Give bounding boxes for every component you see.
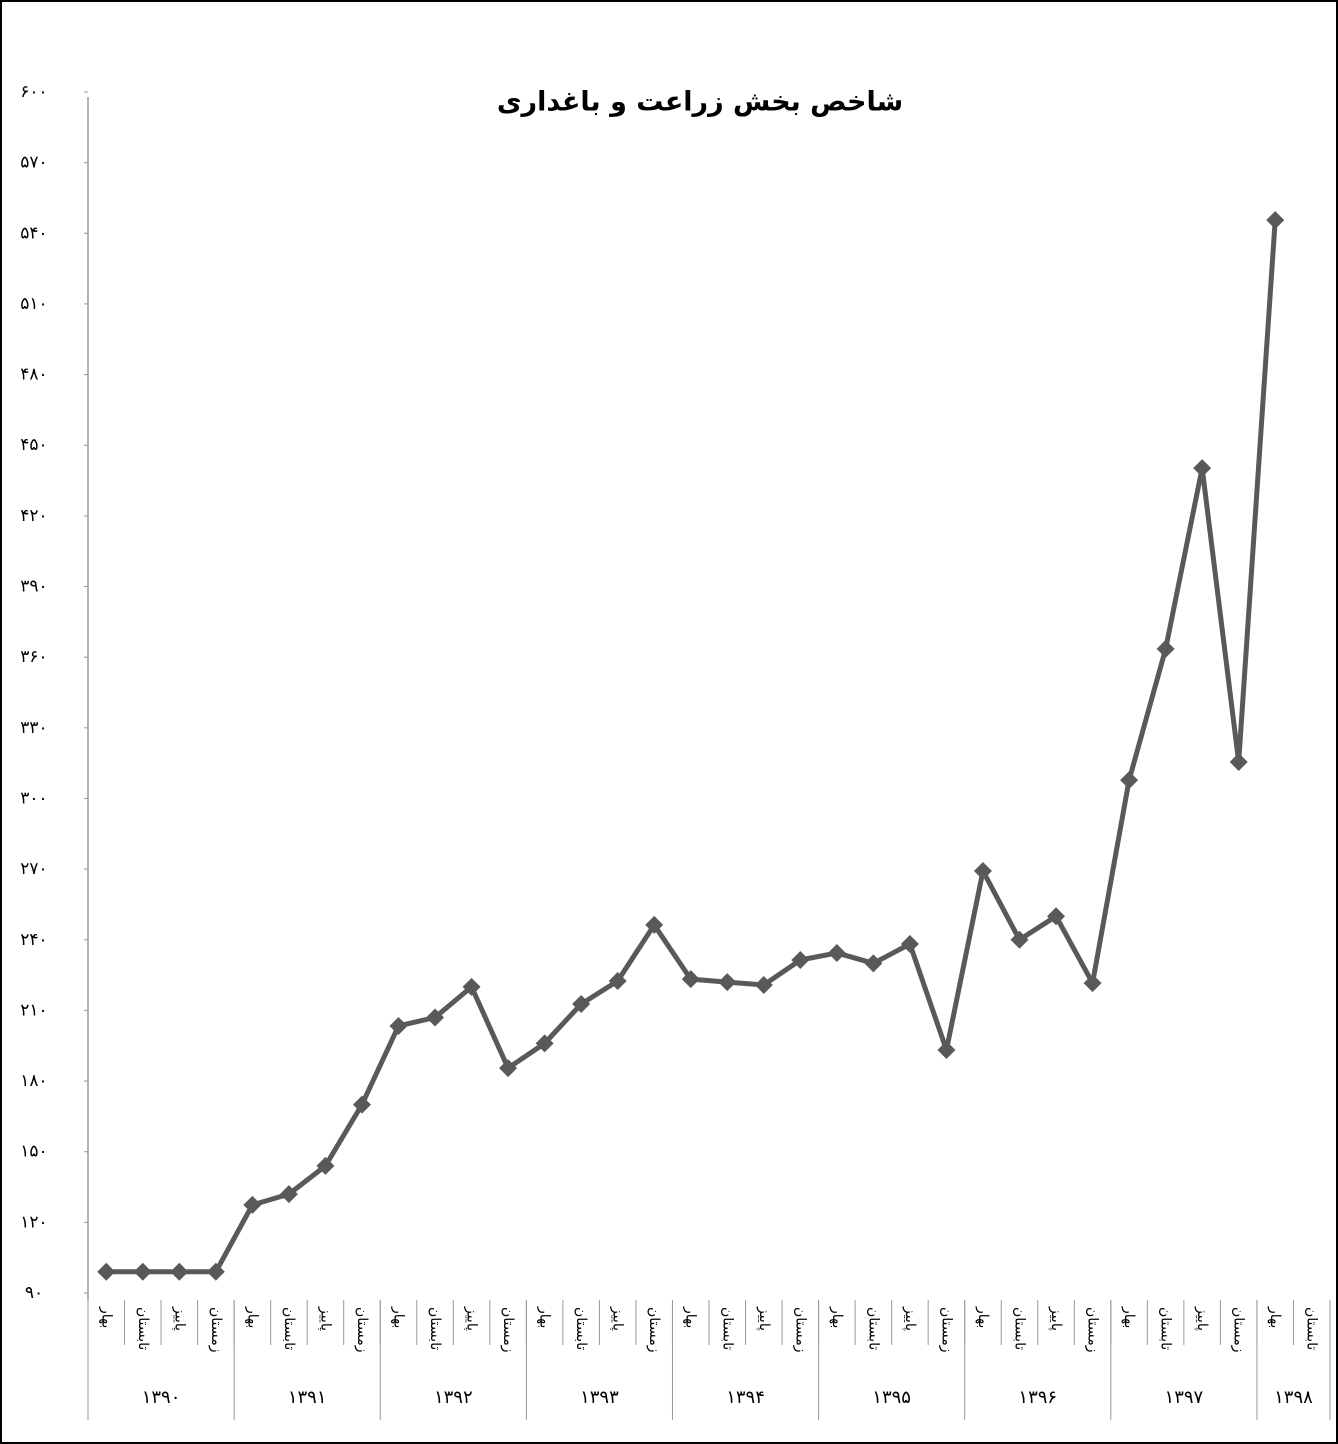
- y-tick-label: ۱۲۰: [20, 1212, 47, 1232]
- x-tick-label: پاییز: [756, 1306, 772, 1331]
- x-tick-label: بهار: [975, 1306, 991, 1328]
- x-tick-label: تابستان: [427, 1307, 443, 1350]
- y-tick-label: ۵۱۰: [20, 294, 47, 314]
- y-tick-label: ۵۷۰: [20, 153, 47, 173]
- data-point: [1083, 974, 1102, 993]
- y-tick-label: ۵۴۰: [20, 223, 47, 243]
- chart-title: شاخص بخش زراعت و باغداری: [497, 87, 903, 118]
- data-point: [170, 1262, 189, 1281]
- data-point: [608, 971, 627, 990]
- data-point: [572, 995, 591, 1014]
- x-tick-label: زمستان: [500, 1307, 516, 1353]
- data-point: [827, 943, 846, 962]
- x-tick-label: زمستان: [1231, 1307, 1247, 1353]
- x-tick-label: زمستان: [792, 1307, 808, 1353]
- data-point: [426, 1008, 445, 1027]
- group-label: ۱۳۹۷: [1165, 1387, 1204, 1408]
- x-tick-label: بهار: [1121, 1306, 1137, 1328]
- x-tick-label: تابستان: [719, 1307, 735, 1350]
- y-tick-label: ۳۹۰: [20, 577, 47, 597]
- y-tick-label: ۳۶۰: [20, 647, 47, 667]
- data-point: [864, 954, 883, 973]
- x-tick-label: بهار: [244, 1306, 260, 1328]
- x-tick-label: بهار: [98, 1306, 114, 1328]
- y-tick-label: ۴۲۰: [20, 506, 47, 526]
- data-point: [1193, 459, 1212, 478]
- data-point: [316, 1156, 335, 1175]
- data-point: [1010, 930, 1029, 949]
- x-tick-label: تابستان: [573, 1307, 589, 1350]
- data-point: [352, 1095, 371, 1114]
- data-point: [754, 975, 773, 994]
- x-tick-label: زمستان: [938, 1307, 954, 1353]
- x-tick-label: بهار: [683, 1306, 699, 1328]
- x-tick-label: تابستان: [1158, 1307, 1174, 1350]
- x-tick-label: پاییز: [464, 1306, 480, 1331]
- x-tick-label: پاییز: [317, 1306, 333, 1331]
- data-point: [279, 1185, 298, 1204]
- data-point: [973, 862, 992, 881]
- y-tick-label: ۱۸۰: [20, 1071, 47, 1091]
- y-tick-label: ۱۵۰: [20, 1142, 47, 1162]
- data-point: [1229, 752, 1248, 771]
- y-tick-label: ۳۳۰: [20, 718, 47, 738]
- group-label: ۱۳۹۰: [142, 1387, 181, 1408]
- data-point: [937, 1040, 956, 1059]
- data-point: [97, 1262, 116, 1281]
- group-label: ۱۳۹۵: [872, 1387, 911, 1408]
- group-label: ۱۳۹۳: [580, 1387, 619, 1408]
- x-tick-label: بهار: [829, 1306, 845, 1328]
- data-point: [791, 951, 810, 970]
- x-tick-label: تابستان: [865, 1307, 881, 1350]
- data-point: [718, 973, 737, 992]
- x-tick-label: پاییز: [1048, 1306, 1064, 1331]
- x-tick-label: پاییز: [902, 1306, 918, 1331]
- data-line: [106, 219, 1278, 1275]
- group-label: ۱۳۹۱: [288, 1387, 327, 1408]
- x-tick-label: پاییز: [1194, 1306, 1210, 1331]
- y-tick-label: ۴۸۰: [20, 365, 47, 385]
- y-tick-label: ۹۰: [25, 1283, 43, 1303]
- data-point: [389, 1016, 408, 1035]
- x-tick-label: بهار: [537, 1306, 553, 1328]
- x-tick-label: تابستان: [1304, 1307, 1320, 1350]
- x-tick-label: تابستان: [1012, 1307, 1028, 1350]
- group-label: ۱۳۹۲: [434, 1387, 473, 1408]
- data-point: [535, 1034, 554, 1053]
- data-point: [1047, 907, 1066, 926]
- x-tick-label: زمستان: [1085, 1307, 1101, 1353]
- group-label: ۱۳۹۸: [1274, 1387, 1313, 1408]
- data-point: [1156, 639, 1175, 658]
- data-point: [206, 1262, 225, 1281]
- x-tick-label: زمستان: [354, 1307, 370, 1353]
- data-point: [900, 935, 919, 954]
- y-tick-label: ۳۰۰: [20, 788, 47, 808]
- x-tick-label: بهار: [1267, 1306, 1283, 1328]
- x-tick-label: بهار: [391, 1306, 407, 1328]
- y-tick-label: ۴۵۰: [20, 435, 47, 455]
- data-point: [1120, 771, 1139, 790]
- x-tick-label: پاییز: [171, 1306, 187, 1331]
- x-tick-label: پاییز: [610, 1306, 626, 1331]
- data-point: [243, 1195, 262, 1214]
- x-tick-label: زمستان: [208, 1307, 224, 1353]
- data-point: [1266, 211, 1285, 230]
- x-tick-label: تابستان: [281, 1307, 297, 1350]
- data-point: [499, 1059, 518, 1078]
- group-label: ۱۳۹۶: [1018, 1387, 1057, 1408]
- y-tick-label: ۲۴۰: [20, 930, 47, 950]
- y-tick-label: ۲۷۰: [20, 859, 47, 879]
- data-point: [645, 915, 664, 934]
- data-point: [681, 970, 700, 989]
- group-label: ۱۳۹۴: [726, 1387, 765, 1408]
- x-tick-label: تابستان: [135, 1307, 151, 1350]
- y-tick-label: ۶۰۰: [20, 82, 47, 102]
- x-tick-label: زمستان: [646, 1307, 662, 1353]
- data-point: [462, 977, 481, 996]
- data-point: [133, 1262, 152, 1281]
- y-tick-label: ۲۱۰: [20, 1000, 47, 1020]
